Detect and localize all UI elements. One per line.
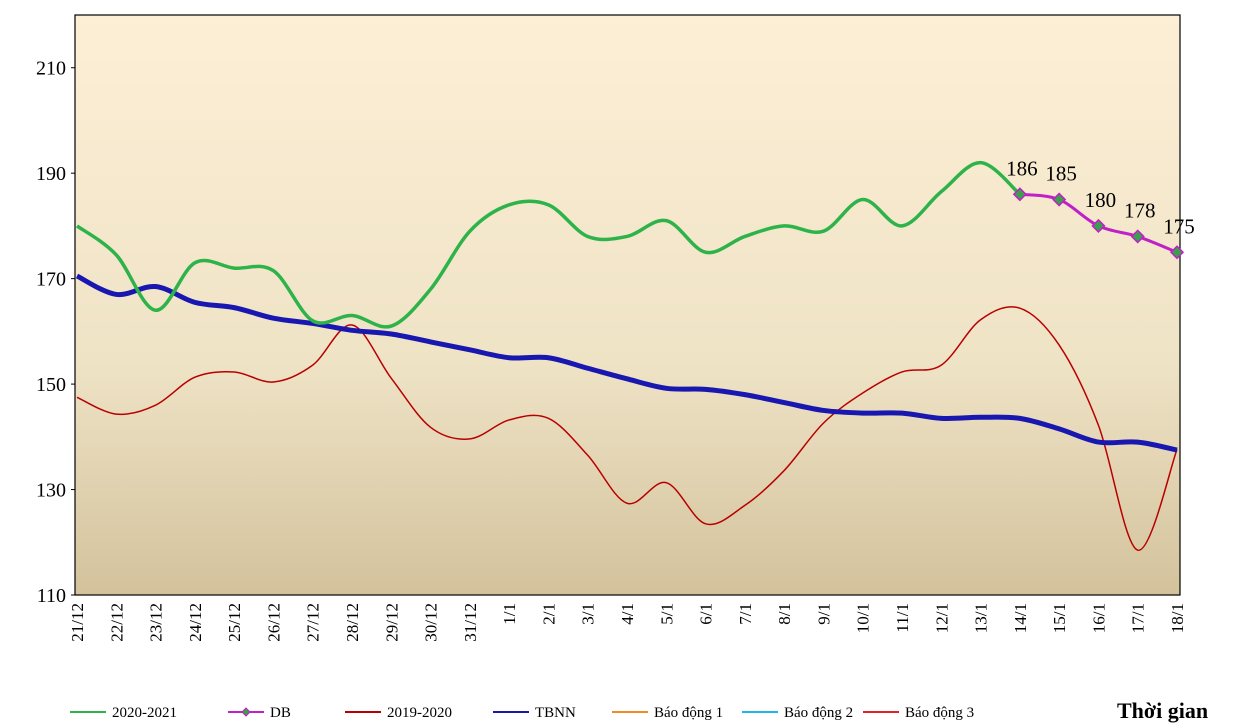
y-tick-label: 110 — [37, 585, 66, 607]
x-tick-label: 10/1 — [854, 603, 873, 633]
legend-label: Báo động 2 — [784, 705, 853, 721]
x-tick-label: 30/12 — [422, 603, 441, 642]
y-tick-label: 150 — [36, 374, 66, 396]
x-tick-label: 5/1 — [657, 603, 676, 625]
x-tick-label: 6/1 — [697, 603, 716, 625]
y-tick-label: 190 — [36, 163, 66, 185]
x-tick-label: 3/1 — [579, 603, 598, 625]
x-tick-label: 24/12 — [186, 603, 205, 642]
x-tick-label: 23/12 — [147, 603, 166, 642]
x-tick-label: 7/1 — [736, 603, 755, 625]
x-tick-label: 14/1 — [1011, 603, 1030, 633]
x-tick-label: 21/12 — [68, 603, 87, 642]
legend-label: Báo động 3 — [905, 705, 974, 721]
data-label: 180 — [1085, 188, 1117, 212]
marker — [1091, 218, 1106, 233]
x-tick-label: 11/1 — [893, 603, 912, 633]
x-tick-label: 2/1 — [539, 603, 558, 625]
legend-label: 2019-2020 — [387, 705, 452, 721]
y-tick-label: 170 — [36, 269, 66, 291]
x-tick-label: 27/12 — [304, 603, 323, 642]
x-tick-label: 9/1 — [814, 603, 833, 625]
x-tick-label: 22/12 — [107, 603, 126, 642]
series-line — [76, 306, 1178, 551]
x-tick-label: 26/12 — [264, 603, 283, 642]
x-tick-label: 12/1 — [932, 603, 951, 633]
legend-label: DB — [270, 705, 291, 721]
legend-label: Báo động 1 — [654, 705, 723, 721]
x-tick-label: 4/1 — [618, 603, 637, 625]
y-tick-label: 210 — [36, 58, 66, 80]
x-axis-label: Thời gian — [1117, 698, 1208, 723]
x-tick-label: 13/1 — [972, 603, 991, 633]
x-tick-label: 15/1 — [1050, 603, 1069, 633]
series-line — [75, 160, 1022, 329]
series-line — [75, 273, 1178, 453]
marker — [1052, 192, 1067, 207]
legend-label: TBNN — [535, 705, 576, 721]
data-label: 178 — [1124, 198, 1156, 222]
x-tick-label: 16/1 — [1089, 603, 1108, 633]
x-tick-label: 17/1 — [1129, 603, 1148, 633]
marker — [1130, 229, 1145, 244]
x-tick-label: 8/1 — [775, 603, 794, 625]
x-tick-label: 1/1 — [500, 603, 519, 625]
data-label: 185 — [1045, 162, 1077, 186]
marker — [1012, 187, 1027, 202]
marker — [1169, 245, 1185, 260]
x-tick-label: 18/1 — [1168, 603, 1187, 633]
data-label: 175 — [1163, 214, 1195, 238]
x-tick-label: 29/12 — [382, 603, 401, 642]
legend-marker — [241, 707, 251, 717]
x-tick-label: 25/12 — [225, 603, 244, 642]
legend-label: 2020-2021 — [112, 705, 177, 721]
data-label: 186 — [1006, 156, 1038, 180]
plot-area — [74, 14, 1181, 596]
x-tick-label: 31/12 — [461, 603, 480, 642]
x-tick-label: 28/12 — [343, 603, 362, 642]
y-tick-label: 130 — [36, 480, 66, 502]
